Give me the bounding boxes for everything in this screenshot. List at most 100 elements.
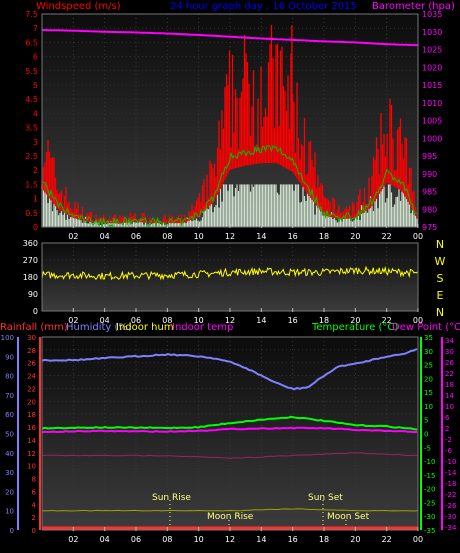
indoor-temp-line (41, 452, 419, 460)
compass-n-label: N (436, 238, 444, 251)
wind-tick-label: 6 (33, 53, 38, 62)
rainfall-tick-label: 12 (27, 450, 36, 458)
sun-set-label: Sun Set (308, 493, 343, 503)
time-tick-label: 18 (319, 232, 329, 241)
wind-tick-label: 3.5 (25, 124, 38, 133)
time-tick-label: 04 (100, 535, 110, 544)
temperature-tick-label: 20 (424, 375, 433, 383)
temperature-tick-label: 35 (424, 334, 433, 342)
barometer-tick-label: 995 (422, 152, 437, 161)
humidity-tick-label: 70 (5, 392, 14, 400)
temperature-tick-label: 0 (424, 431, 428, 439)
rainfall-tick-label: 2 (32, 514, 36, 522)
time-tick-label: 12 (225, 535, 235, 544)
rainfall-tick-label: 20 (27, 398, 36, 406)
panel-wind-barometer: 7.576.565.554.543.532.521.510.50 1035103… (25, 1, 455, 241)
barometer-tick-label: 980 (422, 205, 437, 214)
rainfall-tick-label: 30 (27, 334, 36, 342)
humidity-line (41, 348, 418, 391)
wind-tick-label: 4.5 (25, 95, 38, 104)
time-tick-label: 14 (256, 316, 266, 325)
time-tick-label: 10 (194, 535, 204, 544)
barometer-line (41, 29, 419, 47)
dew-point-tick-label: 22 (445, 370, 454, 378)
time-tick-label: 06 (131, 316, 141, 325)
barometer-tick-label: 1000 (422, 134, 442, 143)
dew-point-tick-label: 10 (445, 403, 454, 411)
time-tick-label: 18 (319, 535, 329, 544)
time-tick-label: 00 (413, 535, 423, 544)
time-tick-label: 10 (194, 316, 204, 325)
compass-n-label: N (436, 306, 444, 319)
chart-title: 24 hour graph day , 16 October 2015 (170, 1, 357, 12)
humidity-tick-label: 60 (5, 411, 14, 419)
time-tick-label: 22 (382, 535, 392, 544)
time-axis-ticks: 02 04 06 08 10 12 14 16 18 20 22 00 (68, 308, 423, 325)
wind-tick-label: 7.5 (25, 10, 38, 19)
time-tick-label: 22 (382, 232, 392, 241)
barometer-label: Barometer (hpa) (372, 1, 455, 12)
wind-tick-label: 0.5 (25, 209, 38, 218)
humidity-label: Humidity (%) (66, 322, 132, 333)
rainfall-tick-label: 16 (27, 424, 36, 432)
time-tick-label: 02 (68, 535, 78, 544)
temperature-tick-label: 10 (424, 403, 433, 411)
temperature-tick-label: -30 (424, 513, 435, 521)
time-tick-label: 22 (382, 316, 392, 325)
rainfall-tick-label: 8 (32, 476, 36, 484)
panel-temp-humidity: Sun Rise Sun Set Moon Rise Moon Set 1009… (0, 322, 460, 544)
direction-axis-ticks: 360 270 180 90 0 (23, 239, 38, 316)
dew-point-label: Dew Point (°C) (392, 322, 460, 333)
time-tick-label: 08 (162, 232, 172, 241)
wind-tick-label: 2.5 (25, 152, 38, 161)
time-tick-label: 08 (162, 316, 172, 325)
wind-tick-label: 6.5 (25, 38, 38, 47)
time-tick-label: 14 (256, 535, 266, 544)
grid (42, 336, 418, 531)
time-tick-label: 06 (131, 535, 141, 544)
temperature-tick-label: 5 (424, 417, 428, 425)
time-tick-label: 06 (131, 232, 141, 241)
dew-point-tick-label: -14 (445, 469, 457, 477)
dew-point-tick-label: 14 (445, 392, 454, 400)
dew-point-tick-label: 6 (445, 414, 450, 422)
direction-tick-label: 180 (23, 273, 38, 282)
indoor-humidity-line (41, 508, 419, 512)
temperature-label: Temperature (°C) (311, 322, 398, 333)
rainfall-tick-label: 6 (32, 488, 37, 496)
temperature-tick-label: -10 (424, 458, 435, 466)
dew-point-tick-label: -10 (445, 458, 456, 466)
barometer-tick-label: 1035 (422, 10, 442, 19)
rainfall-tick-label: 0 (32, 527, 36, 535)
time-tick-label: 04 (100, 316, 110, 325)
barometer-tick-label: 1015 (422, 81, 442, 90)
humidity-tick-label: 40 (5, 450, 14, 458)
time-tick-label: 20 (350, 535, 360, 544)
time-tick-label: 00 (413, 316, 423, 325)
humidity-tick-label: 100 (1, 334, 14, 342)
time-tick-label: 16 (288, 316, 298, 325)
windspeed-series (41, 24, 418, 224)
time-tick-label: 04 (100, 232, 110, 241)
rainfall-tick-label: 14 (27, 437, 36, 445)
dew-point-tick-label: 34 (445, 337, 454, 345)
wind-tick-label: 1.5 (25, 180, 38, 189)
wind-axis-ticks: 7.5 7 6.5 6 5.5 5 4.5 4 3.5 3 2.5 2 1.5 1 0.5 0 (25, 10, 38, 232)
time-tick-label: 02 (68, 232, 78, 241)
rainfall-tick-label: 26 (27, 360, 36, 368)
indoor-hum-label: Indoor hum (116, 322, 174, 333)
wind-average-line (41, 144, 418, 228)
windspeed-label: Windspeed (m/s) (36, 1, 121, 12)
wind-tick-label: 1 (33, 195, 38, 204)
temperature-tick-label: -35 (424, 527, 435, 535)
time-tick-label: 20 (350, 232, 360, 241)
dew-point-tick-label: -34 (445, 524, 457, 532)
dew-point-tick-label: -30 (445, 513, 456, 521)
rainfall-label: Rainfall (mm) (0, 322, 68, 333)
astro-markers: Sun Rise Sun Set Moon Rise Moon Set (152, 493, 370, 530)
rainfall-tick-label: 4 (32, 501, 37, 509)
humidity-tick-label: 80 (5, 373, 14, 381)
